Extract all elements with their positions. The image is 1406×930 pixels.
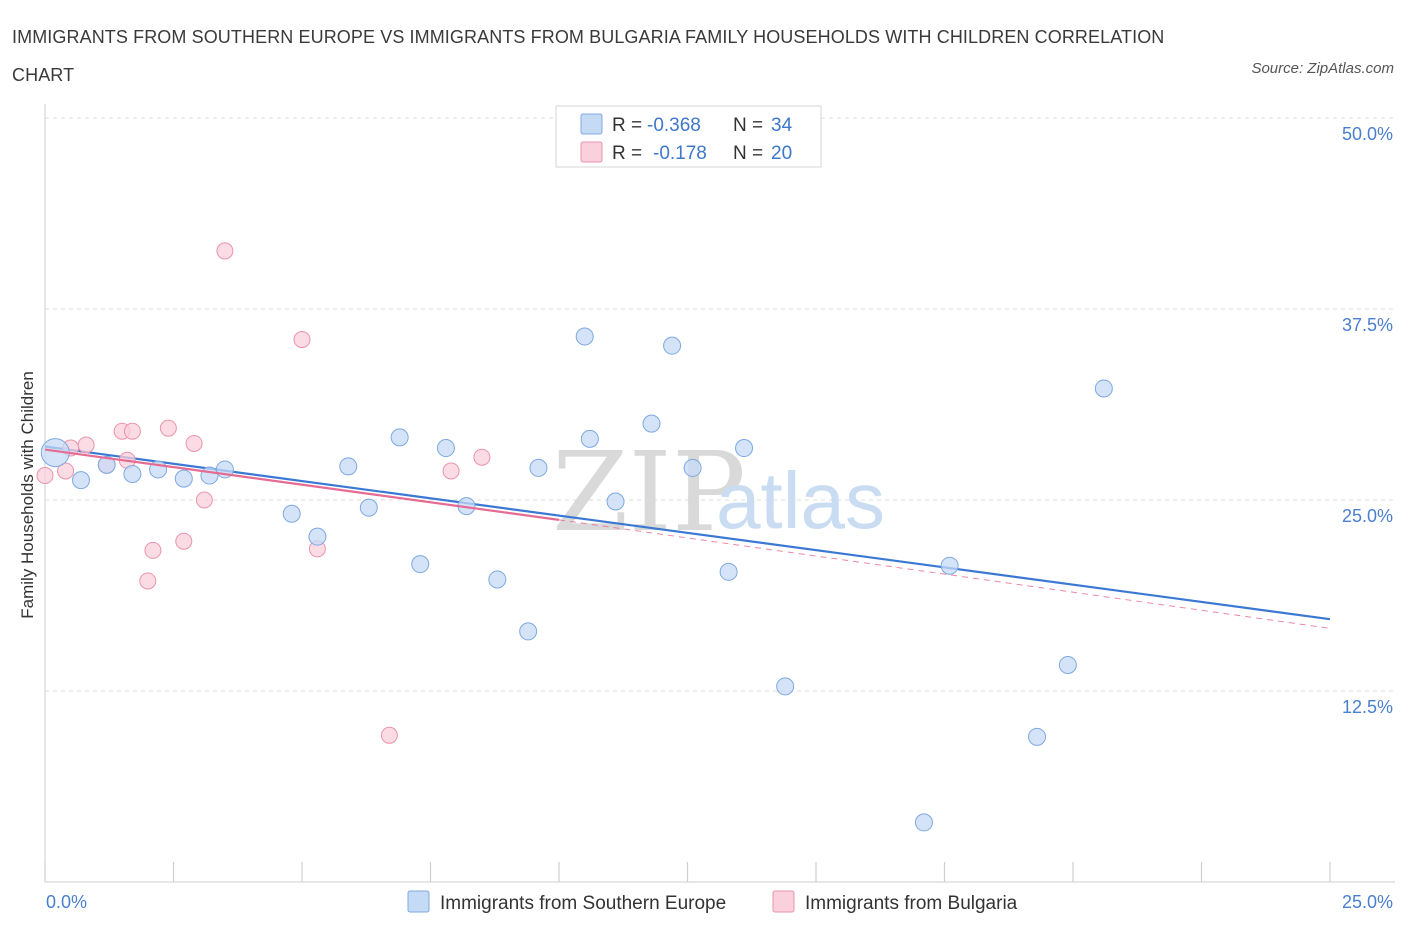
point-bulgaria — [185, 434, 203, 452]
point-southern-europe — [776, 677, 795, 696]
tick-labels: 50.0% 37.5% 25.0% 12.5% 0.0% 25.0% — [46, 124, 1393, 912]
watermark-atlas: atlas — [716, 456, 885, 545]
legend-r-value-2: -0.178 — [653, 143, 707, 164]
point-southern-europe — [411, 555, 430, 574]
legend-n-value-1: 34 — [771, 115, 793, 136]
point-southern-europe — [940, 556, 959, 575]
point-southern-europe — [683, 458, 702, 477]
point-southern-europe — [97, 455, 116, 474]
zipatlas-watermark: ZIP atlas — [552, 428, 885, 556]
point-southern-europe — [282, 504, 301, 523]
legend-swatch-pink — [580, 141, 603, 163]
point-southern-europe — [174, 469, 193, 488]
point-southern-europe — [71, 471, 90, 490]
point-bulgaria — [77, 436, 95, 454]
point-southern-europe — [390, 428, 409, 447]
point-bulgaria — [442, 462, 460, 480]
chart-title: IMMIGRANTS FROM SOUTHERN EUROPE VS IMMIG… — [12, 27, 1165, 85]
point-bulgaria — [216, 242, 234, 260]
point-bulgaria — [293, 331, 311, 349]
data-points — [36, 242, 1113, 832]
legend-n-label-1: N = — [733, 115, 763, 136]
correlation-legend: R = -0.368 N = 34 R = -0.178 N = 20 — [555, 105, 822, 168]
x-tick-label: 25.0% — [1342, 892, 1393, 912]
trend-lines — [44, 445, 1331, 629]
point-southern-europe — [1058, 656, 1077, 675]
series-legend-swatch-blue — [407, 890, 430, 913]
source-label: Source: ZipAtlas.com — [1251, 60, 1394, 77]
series-legend-swatch-pink — [772, 890, 795, 913]
x-tick-label: 0.0% — [46, 892, 87, 912]
point-southern-europe — [200, 466, 219, 485]
y-axis-label: Family Households with Children — [18, 371, 37, 619]
y-tick-label: 37.5% — [1342, 315, 1393, 335]
legend-r-value-1: -0.368 — [647, 115, 701, 136]
legend-r-label-2: R = — [612, 143, 642, 164]
point-southern-europe — [719, 562, 738, 581]
point-bulgaria — [380, 726, 398, 744]
trend-line-bulgaria — [44, 448, 560, 521]
point-southern-europe — [606, 492, 625, 511]
point-bulgaria — [36, 467, 54, 485]
legend-n-value-2: 20 — [771, 143, 792, 164]
point-bulgaria — [195, 491, 213, 509]
point-southern-europe — [339, 457, 358, 476]
point-southern-europe — [1028, 727, 1047, 746]
point-bulgaria — [123, 422, 141, 440]
y-tick-label: 25.0% — [1342, 506, 1393, 526]
point-southern-europe — [575, 327, 594, 346]
point-southern-europe — [914, 813, 933, 832]
point-southern-europe — [359, 498, 378, 517]
legend-swatch-blue — [580, 113, 603, 135]
point-bulgaria — [57, 462, 75, 480]
point-southern-europe — [663, 336, 682, 355]
point-bulgaria — [144, 541, 162, 559]
point-southern-europe — [642, 414, 661, 433]
series-legend-label-blue: Immigrants from Southern Europe — [440, 893, 726, 914]
y-tick-label: 12.5% — [1342, 697, 1393, 717]
series-legend-label-pink: Immigrants from Bulgaria — [805, 893, 1018, 914]
point-southern-europe — [580, 429, 599, 448]
point-southern-europe — [308, 527, 327, 546]
point-bulgaria — [159, 419, 177, 437]
point-southern-europe — [735, 439, 754, 458]
series-legend: Immigrants from Southern Europe Immigran… — [407, 890, 1018, 914]
legend-n-label-2: N = — [733, 143, 763, 164]
point-southern-europe — [529, 458, 548, 477]
point-bulgaria — [175, 532, 193, 550]
point-bulgaria — [139, 572, 157, 590]
axes — [44, 104, 1395, 883]
trend-line-southern-europe — [44, 445, 1331, 621]
point-southern-europe — [1094, 379, 1113, 398]
point-southern-europe — [123, 465, 142, 484]
point-southern-europe — [519, 622, 538, 641]
gridlines — [45, 117, 1395, 692]
y-tick-label: 50.0% — [1342, 124, 1393, 144]
point-bulgaria — [473, 448, 491, 466]
trend-line-bulgaria-extension — [558, 519, 1331, 629]
point-southern-europe — [488, 570, 507, 589]
point-southern-europe — [436, 439, 455, 458]
legend-r-label-1: R = — [612, 115, 642, 136]
watermark-zip: ZIP — [552, 428, 746, 556]
